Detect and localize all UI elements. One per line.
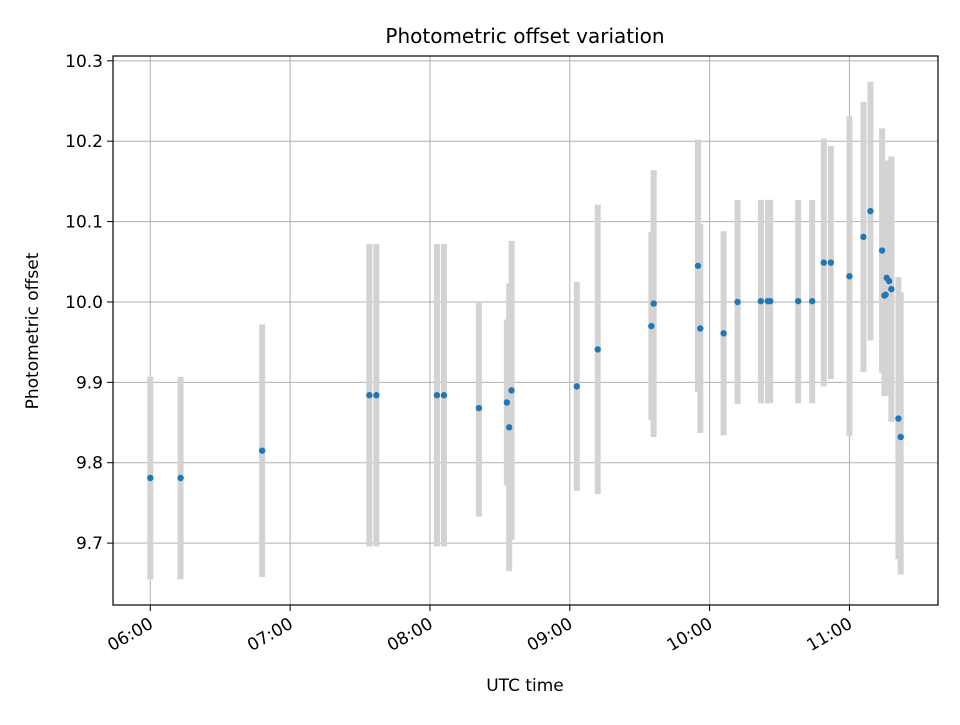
y-tick-label: 9.9 <box>76 373 103 393</box>
data-point <box>694 262 702 269</box>
data-point <box>720 330 727 337</box>
chart-title: Photometric offset variation <box>385 24 664 48</box>
data-point <box>573 383 580 390</box>
data-point <box>505 424 513 431</box>
y-tick-label: 10.1 <box>65 213 103 233</box>
data-point <box>808 297 816 305</box>
data-point <box>846 273 853 280</box>
data-point <box>697 325 704 332</box>
data-point <box>888 285 895 293</box>
y-axis-label: Photometric offset <box>23 252 43 409</box>
data-point <box>820 259 828 266</box>
ticks: 06:00 07:00 08:00 09:00 10:00 11:009.79.89.91… <box>65 52 856 656</box>
data-point <box>860 233 867 241</box>
data-point <box>650 300 657 307</box>
y-tick-label: 10.3 <box>65 52 103 72</box>
y-tick-label: 10.0 <box>65 293 103 313</box>
data-point <box>258 447 266 454</box>
data-point <box>366 392 373 399</box>
data-points <box>147 207 904 482</box>
data-point <box>767 297 774 305</box>
data-point <box>895 415 902 422</box>
data-point <box>648 322 655 330</box>
data-point <box>794 297 802 305</box>
data-point <box>734 298 741 306</box>
data-point <box>373 392 380 399</box>
data-point <box>867 207 874 215</box>
data-point <box>594 346 601 353</box>
y-tick-label: 9.7 <box>76 534 103 554</box>
data-point <box>878 247 886 254</box>
data-point <box>885 277 893 285</box>
data-point <box>882 291 889 298</box>
data-point <box>757 297 765 305</box>
y-tick-label: 10.2 <box>65 132 103 152</box>
y-tick-label: 9.8 <box>76 454 103 474</box>
data-point <box>433 392 441 399</box>
x-axis-label: UTC time <box>486 676 564 696</box>
data-point <box>147 474 154 482</box>
data-point <box>508 387 515 394</box>
data-point <box>177 474 184 482</box>
data-point <box>827 259 834 266</box>
data-point <box>440 392 448 399</box>
data-point <box>897 433 904 441</box>
data-point <box>475 404 483 412</box>
plot-frame <box>112 55 939 606</box>
data-point <box>503 399 511 406</box>
